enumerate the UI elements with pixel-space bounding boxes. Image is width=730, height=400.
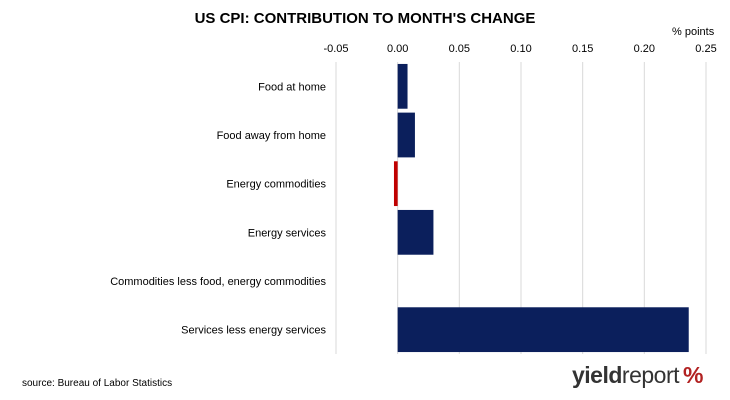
source-note: source: Bureau of Labor Statistics xyxy=(22,378,173,389)
category-label: Food away from home xyxy=(217,130,326,142)
bar xyxy=(397,209,434,255)
category-label: Energy commodities xyxy=(226,179,326,191)
gridlines xyxy=(335,62,707,354)
x-tick-label: 0.05 xyxy=(449,43,470,55)
category-label: Energy services xyxy=(248,227,327,239)
category-label: Commodities less food, energy commoditie… xyxy=(110,276,326,288)
logo-text-yield: yield xyxy=(572,362,622,388)
logo-percent-icon: % xyxy=(683,362,703,388)
x-tick-label: 0.20 xyxy=(634,43,655,55)
chart-title: US CPI: CONTRIBUTION TO MONTH'S CHANGE xyxy=(194,10,536,27)
x-tick-label: 0.10 xyxy=(510,43,531,55)
x-tick-label: 0.00 xyxy=(387,43,408,55)
category-label: Services less energy services xyxy=(181,325,326,337)
x-tick-label: -0.05 xyxy=(323,43,348,55)
bars xyxy=(393,63,689,353)
bar xyxy=(393,161,398,207)
yieldreport-logo: yieldreport% xyxy=(572,362,703,389)
bar xyxy=(397,112,415,158)
x-tick-label: 0.25 xyxy=(695,43,716,55)
category-label: Food at home xyxy=(258,81,326,93)
axis-unit-label: % points xyxy=(672,26,715,38)
x-axis-ticks: -0.05 0.00 0.05 0.10 0.15 0.20 0.25 xyxy=(323,43,716,55)
category-labels: Food at home Food away from home Energy co… xyxy=(110,81,326,336)
x-tick-label: 0.15 xyxy=(572,43,593,55)
bar xyxy=(397,307,689,353)
bar xyxy=(397,63,408,109)
logo-text-report: report xyxy=(621,362,680,388)
